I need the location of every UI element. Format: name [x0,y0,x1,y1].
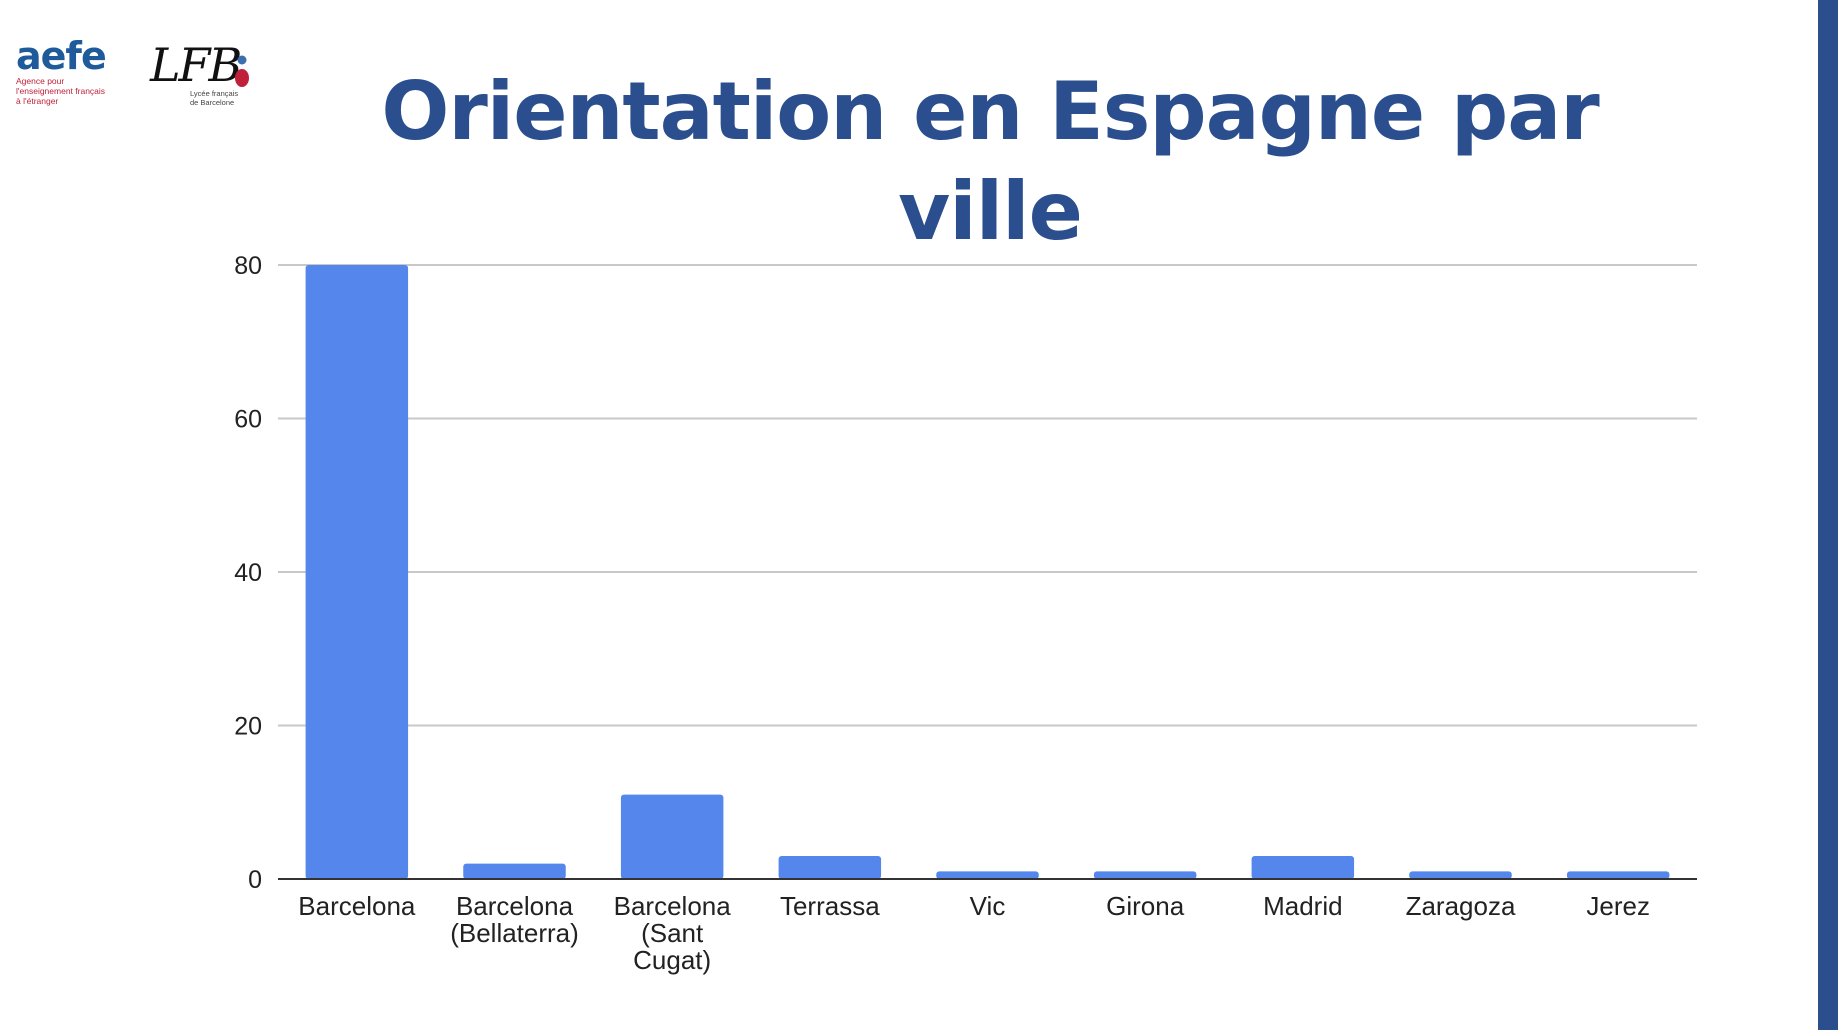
y-tick-label: 0 [248,866,262,894]
aefe-logo-line-1: Agence pour [16,76,65,86]
x-category-label-line: Cugat) [633,945,711,975]
bar-vic [936,871,1039,879]
lfb-figure-icon [235,55,249,87]
x-category-label-line: Barcelona [614,891,732,921]
x-category-label: Zaragoza [1406,891,1516,921]
x-category-label-line: Madrid [1263,891,1342,921]
bar-jerez [1566,871,1670,879]
bar-zaragoza [1409,871,1512,879]
x-category-label: Madrid [1263,891,1342,921]
x-category-label: Girona [1106,891,1185,921]
bar-terrassa [778,855,882,879]
x-category-label-line: Barcelona [456,891,574,921]
aefe-logo-line-3: à l'étranger [16,96,59,106]
aefe-logo-line-2: l'enseignement français [16,86,106,96]
x-category-label: Terrassa [780,891,880,921]
bar-barcelona [305,265,409,879]
bar-girona [1093,871,1197,879]
x-category-label-line: (Sant [641,918,704,948]
aefe-logo: aefe Agence pour l'enseignement français… [16,36,116,111]
y-tick-label: 80 [234,252,262,280]
lfb-logo-subtitle-2: de Barcelone [190,98,235,107]
x-category-label-line: Vic [970,891,1006,921]
x-category-label: Barcelona [298,891,416,921]
x-category-label-line: Barcelona [298,891,416,921]
lfb-logo-subtitle-1: Lycée français [190,89,239,98]
accent-stripe [1818,0,1838,1030]
x-category-label: Barcelona (Bellaterra) [450,891,579,948]
x-category-label: Barcelona (Sant Cugat) [614,891,732,975]
page-title: Orientation en Espagne par ville [381,65,1599,258]
lfb-logo-word: LFB [150,38,242,92]
y-tick-label: 40 [234,559,262,587]
chart-bars [305,265,1670,879]
bar-barcelona-bellaterra [463,863,566,879]
x-category-label-line: Girona [1106,891,1185,921]
x-category-label-line: Jerez [1586,891,1650,921]
y-tick-label: 20 [234,713,262,741]
lfb-logo: LFB Lycée français de Barcelone [148,40,258,108]
y-tick-label: 60 [234,406,262,434]
x-category-label: Jerez [1586,891,1650,921]
aefe-logo-word: aefe [16,34,107,78]
bar-barcelona-sant-cugat [620,794,724,879]
chart-grid [278,264,1697,727]
x-category-label-line: Terrassa [780,891,880,921]
x-category-label: Vic [970,891,1006,921]
x-category-label-line: (Bellaterra) [450,918,579,948]
bar-madrid [1251,855,1355,879]
x-category-label-line: Zaragoza [1406,891,1516,921]
